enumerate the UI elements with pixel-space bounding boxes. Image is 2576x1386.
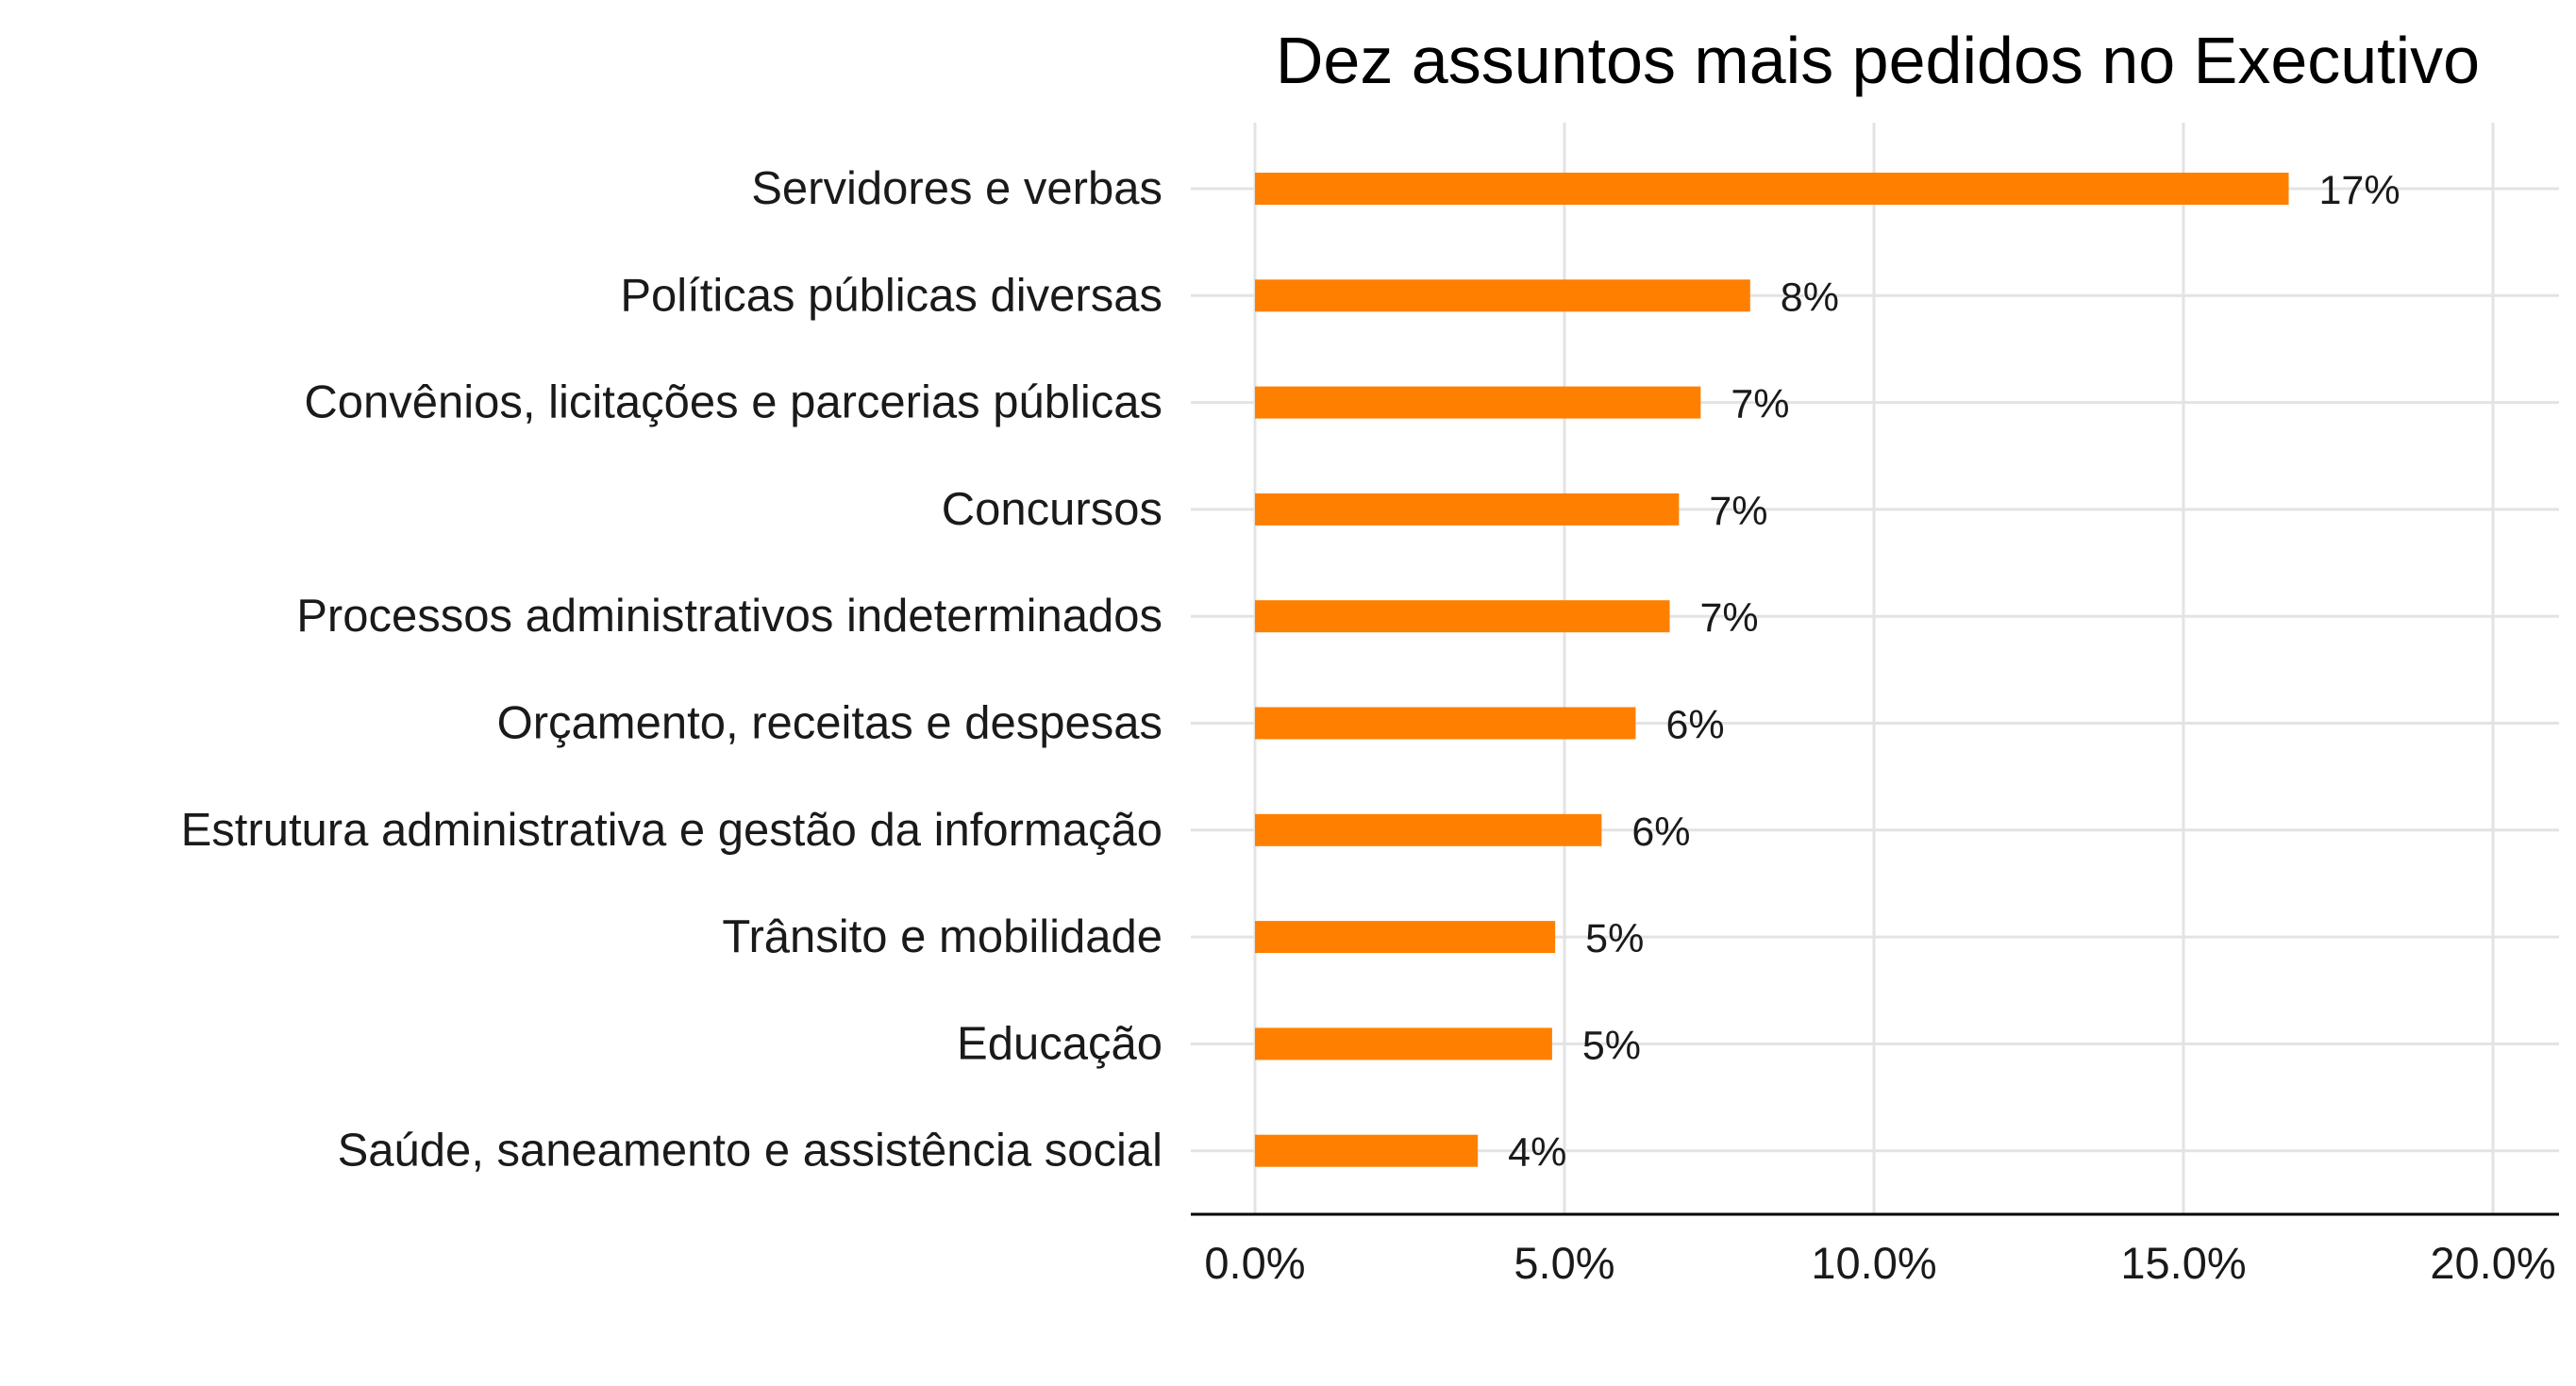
- bar: [1255, 386, 1701, 419]
- category-label: Convênios, licitações e parcerias públic…: [304, 377, 1163, 428]
- category-label: Servidores e verbas: [751, 163, 1163, 214]
- category-label: Trânsito e mobilidade: [722, 911, 1163, 962]
- x-tick-label: 15.0%: [2120, 1238, 2246, 1288]
- x-tick-label: 10.0%: [1811, 1238, 1936, 1288]
- category-labels: Servidores e verbas Políticas públicas di…: [181, 163, 1163, 1177]
- bar: [1255, 707, 1636, 740]
- data-label: 8%: [1781, 275, 1839, 320]
- data-label: 7%: [1731, 382, 1789, 427]
- x-tick-label: 20.0%: [2430, 1238, 2555, 1288]
- data-label: 7%: [1709, 489, 1767, 534]
- bar: [1255, 1027, 1552, 1060]
- x-tick-label: 5.0%: [1514, 1238, 1614, 1288]
- x-tick-labels: 0.0% 5.0% 10.0% 15.0% 20.0%: [1204, 1238, 2555, 1288]
- category-label: Concursos: [942, 484, 1163, 535]
- bar: [1255, 921, 1556, 954]
- data-label: 5%: [1582, 1023, 1641, 1068]
- bar: [1255, 173, 2289, 205]
- category-label: Estrutura administrativa e gestão da inf…: [181, 805, 1163, 856]
- bar: [1255, 600, 1670, 633]
- category-label: Processos administrativos indeterminados: [296, 591, 1163, 642]
- data-label: 5%: [1585, 916, 1644, 961]
- bar: [1255, 493, 1680, 526]
- data-labels: 17% 8% 7% 7% 7% 6% 6% 5% 5% 4%: [1508, 168, 2400, 1176]
- bar: [1255, 279, 1750, 312]
- data-label: 4%: [1508, 1130, 1566, 1176]
- bars: [1255, 173, 2289, 1167]
- data-label: 17%: [2319, 168, 2400, 213]
- category-label: Orçamento, receitas e despesas: [497, 698, 1163, 749]
- x-tick-label: 0.0%: [1204, 1238, 1305, 1288]
- bar: [1255, 1134, 1479, 1167]
- data-label: 6%: [1665, 703, 1724, 748]
- category-label: Educação: [957, 1018, 1163, 1069]
- data-label: 7%: [1700, 595, 1759, 641]
- bar: [1255, 813, 1602, 846]
- category-label: Saúde, saneamento e assistência social: [338, 1126, 1163, 1177]
- category-label: Políticas públicas diversas: [620, 270, 1163, 321]
- chart-title: Dez assuntos mais pedidos no Executivo: [1276, 24, 2480, 97]
- data-label: 6%: [1631, 810, 1690, 855]
